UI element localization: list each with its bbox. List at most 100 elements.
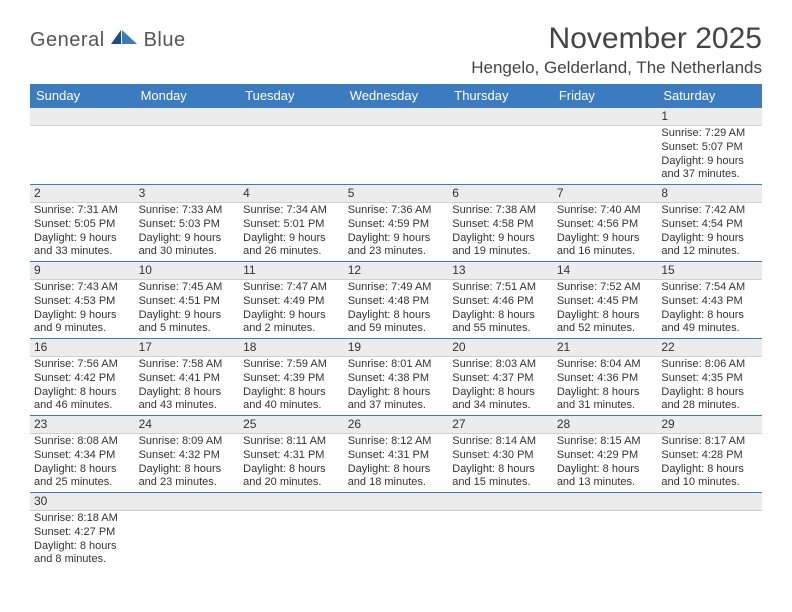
day-number: 1 [657, 108, 762, 126]
sunset-line: Sunset: 4:56 PM [557, 218, 654, 232]
sunrise-line: Sunrise: 8:18 AM [34, 512, 131, 526]
daylight-line-1: Daylight: 8 hours [139, 463, 236, 477]
calendar-week-row: 9Sunrise: 7:43 AMSunset: 4:53 PMDaylight… [30, 262, 762, 339]
daylight-line-2: and 43 minutes. [139, 399, 236, 413]
daylight-line-2: and 31 minutes. [557, 399, 654, 413]
day-number: 28 [553, 416, 658, 434]
calendar-day-cell [344, 108, 449, 185]
sunrise-line: Sunrise: 7:31 AM [34, 204, 131, 218]
logo-flag-icon [111, 28, 137, 46]
calendar-body: 1Sunrise: 7:29 AMSunset: 5:07 PMDaylight… [30, 108, 762, 569]
daylight-line-1: Daylight: 8 hours [661, 463, 758, 477]
day-body: Sunrise: 8:04 AMSunset: 4:36 PMDaylight:… [553, 357, 658, 415]
day-body [135, 511, 240, 514]
sunset-line: Sunset: 4:31 PM [348, 449, 445, 463]
daylight-line-1: Daylight: 8 hours [557, 309, 654, 323]
dayname-header: Tuesday [239, 84, 344, 108]
day-body: Sunrise: 7:54 AMSunset: 4:43 PMDaylight:… [657, 280, 762, 338]
brand-logo: General Blue [30, 22, 186, 52]
daylight-line-2: and 18 minutes. [348, 476, 445, 490]
day-number: 9 [30, 262, 135, 280]
daylight-line-1: Daylight: 8 hours [34, 540, 131, 554]
daylight-line-1: Daylight: 9 hours [139, 309, 236, 323]
daylight-line-2: and 20 minutes. [243, 476, 340, 490]
calendar-day-cell [135, 108, 240, 185]
sunset-line: Sunset: 4:46 PM [452, 295, 549, 309]
day-body: Sunrise: 8:12 AMSunset: 4:31 PMDaylight:… [344, 434, 449, 492]
daylight-line-2: and 34 minutes. [452, 399, 549, 413]
daylight-line-2: and 23 minutes. [139, 476, 236, 490]
calendar-day-cell [135, 493, 240, 570]
sunset-line: Sunset: 4:34 PM [34, 449, 131, 463]
sunrise-line: Sunrise: 8:17 AM [661, 435, 758, 449]
day-number: 14 [553, 262, 658, 280]
logo-word-1: General [30, 29, 105, 51]
day-number: 6 [448, 185, 553, 203]
day-body [448, 126, 553, 129]
calendar-page: General Blue November 2025 Hengelo, Geld… [0, 0, 792, 569]
day-body: Sunrise: 7:58 AMSunset: 4:41 PMDaylight:… [135, 357, 240, 415]
calendar-day-cell [657, 493, 762, 570]
day-body: Sunrise: 7:47 AMSunset: 4:49 PMDaylight:… [239, 280, 344, 338]
day-number [239, 108, 344, 126]
day-body [344, 126, 449, 129]
sunrise-line: Sunrise: 8:08 AM [34, 435, 131, 449]
daylight-line-2: and 49 minutes. [661, 322, 758, 336]
sunrise-line: Sunrise: 7:36 AM [348, 204, 445, 218]
sunrise-line: Sunrise: 7:45 AM [139, 281, 236, 295]
day-body [135, 126, 240, 129]
month-title: November 2025 [471, 22, 762, 56]
day-number [30, 108, 135, 126]
sunset-line: Sunset: 4:59 PM [348, 218, 445, 232]
calendar-day-cell: 30Sunrise: 8:18 AMSunset: 4:27 PMDayligh… [30, 493, 135, 570]
daylight-line-2: and 59 minutes. [348, 322, 445, 336]
day-number [553, 493, 658, 511]
day-body [30, 126, 135, 129]
sunset-line: Sunset: 4:30 PM [452, 449, 549, 463]
day-body: Sunrise: 7:51 AMSunset: 4:46 PMDaylight:… [448, 280, 553, 338]
day-number: 20 [448, 339, 553, 357]
sunset-line: Sunset: 4:41 PM [139, 372, 236, 386]
sunrise-line: Sunrise: 7:59 AM [243, 358, 340, 372]
calendar-table: Sunday Monday Tuesday Wednesday Thursday… [30, 84, 762, 569]
daylight-line-2: and 13 minutes. [557, 476, 654, 490]
daylight-line-2: and 16 minutes. [557, 245, 654, 259]
daylight-line-2: and 28 minutes. [661, 399, 758, 413]
sunset-line: Sunset: 4:58 PM [452, 218, 549, 232]
sunset-line: Sunset: 4:42 PM [34, 372, 131, 386]
calendar-day-cell: 10Sunrise: 7:45 AMSunset: 4:51 PMDayligh… [135, 262, 240, 339]
sunset-line: Sunset: 5:07 PM [661, 141, 758, 155]
daylight-line-1: Daylight: 8 hours [452, 386, 549, 400]
day-body: Sunrise: 7:42 AMSunset: 4:54 PMDaylight:… [657, 203, 762, 261]
location-subtitle: Hengelo, Gelderland, The Netherlands [471, 58, 762, 78]
day-number: 17 [135, 339, 240, 357]
sunset-line: Sunset: 4:28 PM [661, 449, 758, 463]
sunrise-line: Sunrise: 7:43 AM [34, 281, 131, 295]
daylight-line-1: Daylight: 8 hours [243, 463, 340, 477]
sunset-line: Sunset: 4:37 PM [452, 372, 549, 386]
sunrise-line: Sunrise: 7:58 AM [139, 358, 236, 372]
day-number: 10 [135, 262, 240, 280]
calendar-week-row: 16Sunrise: 7:56 AMSunset: 4:42 PMDayligh… [30, 339, 762, 416]
calendar-day-cell: 5Sunrise: 7:36 AMSunset: 4:59 PMDaylight… [344, 185, 449, 262]
day-number [448, 493, 553, 511]
day-body [239, 126, 344, 129]
day-number: 26 [344, 416, 449, 434]
day-body: Sunrise: 7:38 AMSunset: 4:58 PMDaylight:… [448, 203, 553, 261]
daylight-line-1: Daylight: 8 hours [348, 309, 445, 323]
sunrise-line: Sunrise: 8:06 AM [661, 358, 758, 372]
daylight-line-1: Daylight: 8 hours [34, 386, 131, 400]
day-number: 5 [344, 185, 449, 203]
sunset-line: Sunset: 4:49 PM [243, 295, 340, 309]
day-body: Sunrise: 8:06 AMSunset: 4:35 PMDaylight:… [657, 357, 762, 415]
daylight-line-1: Daylight: 9 hours [452, 232, 549, 246]
daylight-line-2: and 52 minutes. [557, 322, 654, 336]
sunset-line: Sunset: 4:27 PM [34, 526, 131, 540]
day-body: Sunrise: 8:01 AMSunset: 4:38 PMDaylight:… [344, 357, 449, 415]
calendar-day-cell [448, 108, 553, 185]
sunrise-line: Sunrise: 8:15 AM [557, 435, 654, 449]
calendar-day-cell: 20Sunrise: 8:03 AMSunset: 4:37 PMDayligh… [448, 339, 553, 416]
day-body: Sunrise: 8:17 AMSunset: 4:28 PMDaylight:… [657, 434, 762, 492]
daylight-line-2: and 23 minutes. [348, 245, 445, 259]
daylight-line-1: Daylight: 9 hours [34, 232, 131, 246]
